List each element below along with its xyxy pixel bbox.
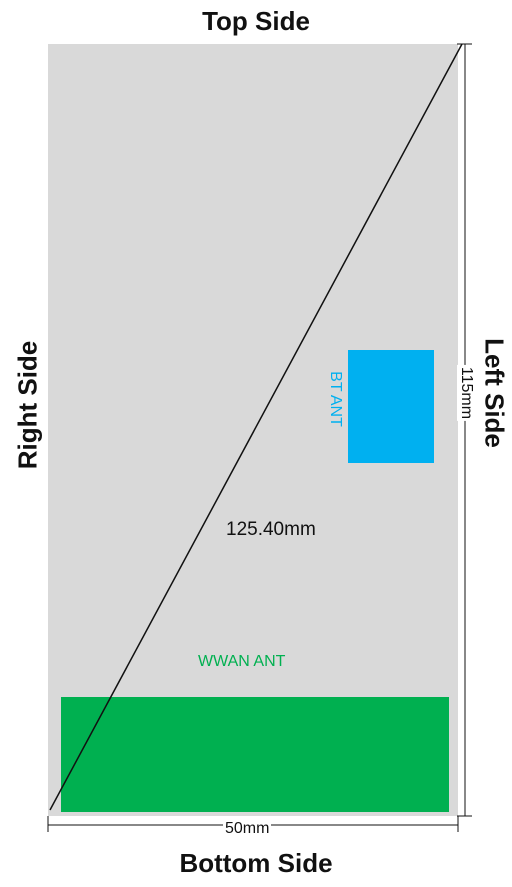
width-dimension-label: 50mm <box>223 820 272 838</box>
bt-antenna-area <box>348 350 434 463</box>
bt-antenna-label: BT ANT <box>327 371 344 427</box>
wwan-antenna-label: WWAN ANT <box>198 653 286 670</box>
bottom-side-label: Bottom Side <box>179 848 333 878</box>
height-dimension-label: 115mm <box>457 364 475 422</box>
top-side-label: Top Side <box>202 6 310 36</box>
diagonal-dimension-label: 125.40mm <box>226 519 316 540</box>
diagonal-line <box>49 43 463 811</box>
wwan-antenna-area <box>61 697 449 812</box>
